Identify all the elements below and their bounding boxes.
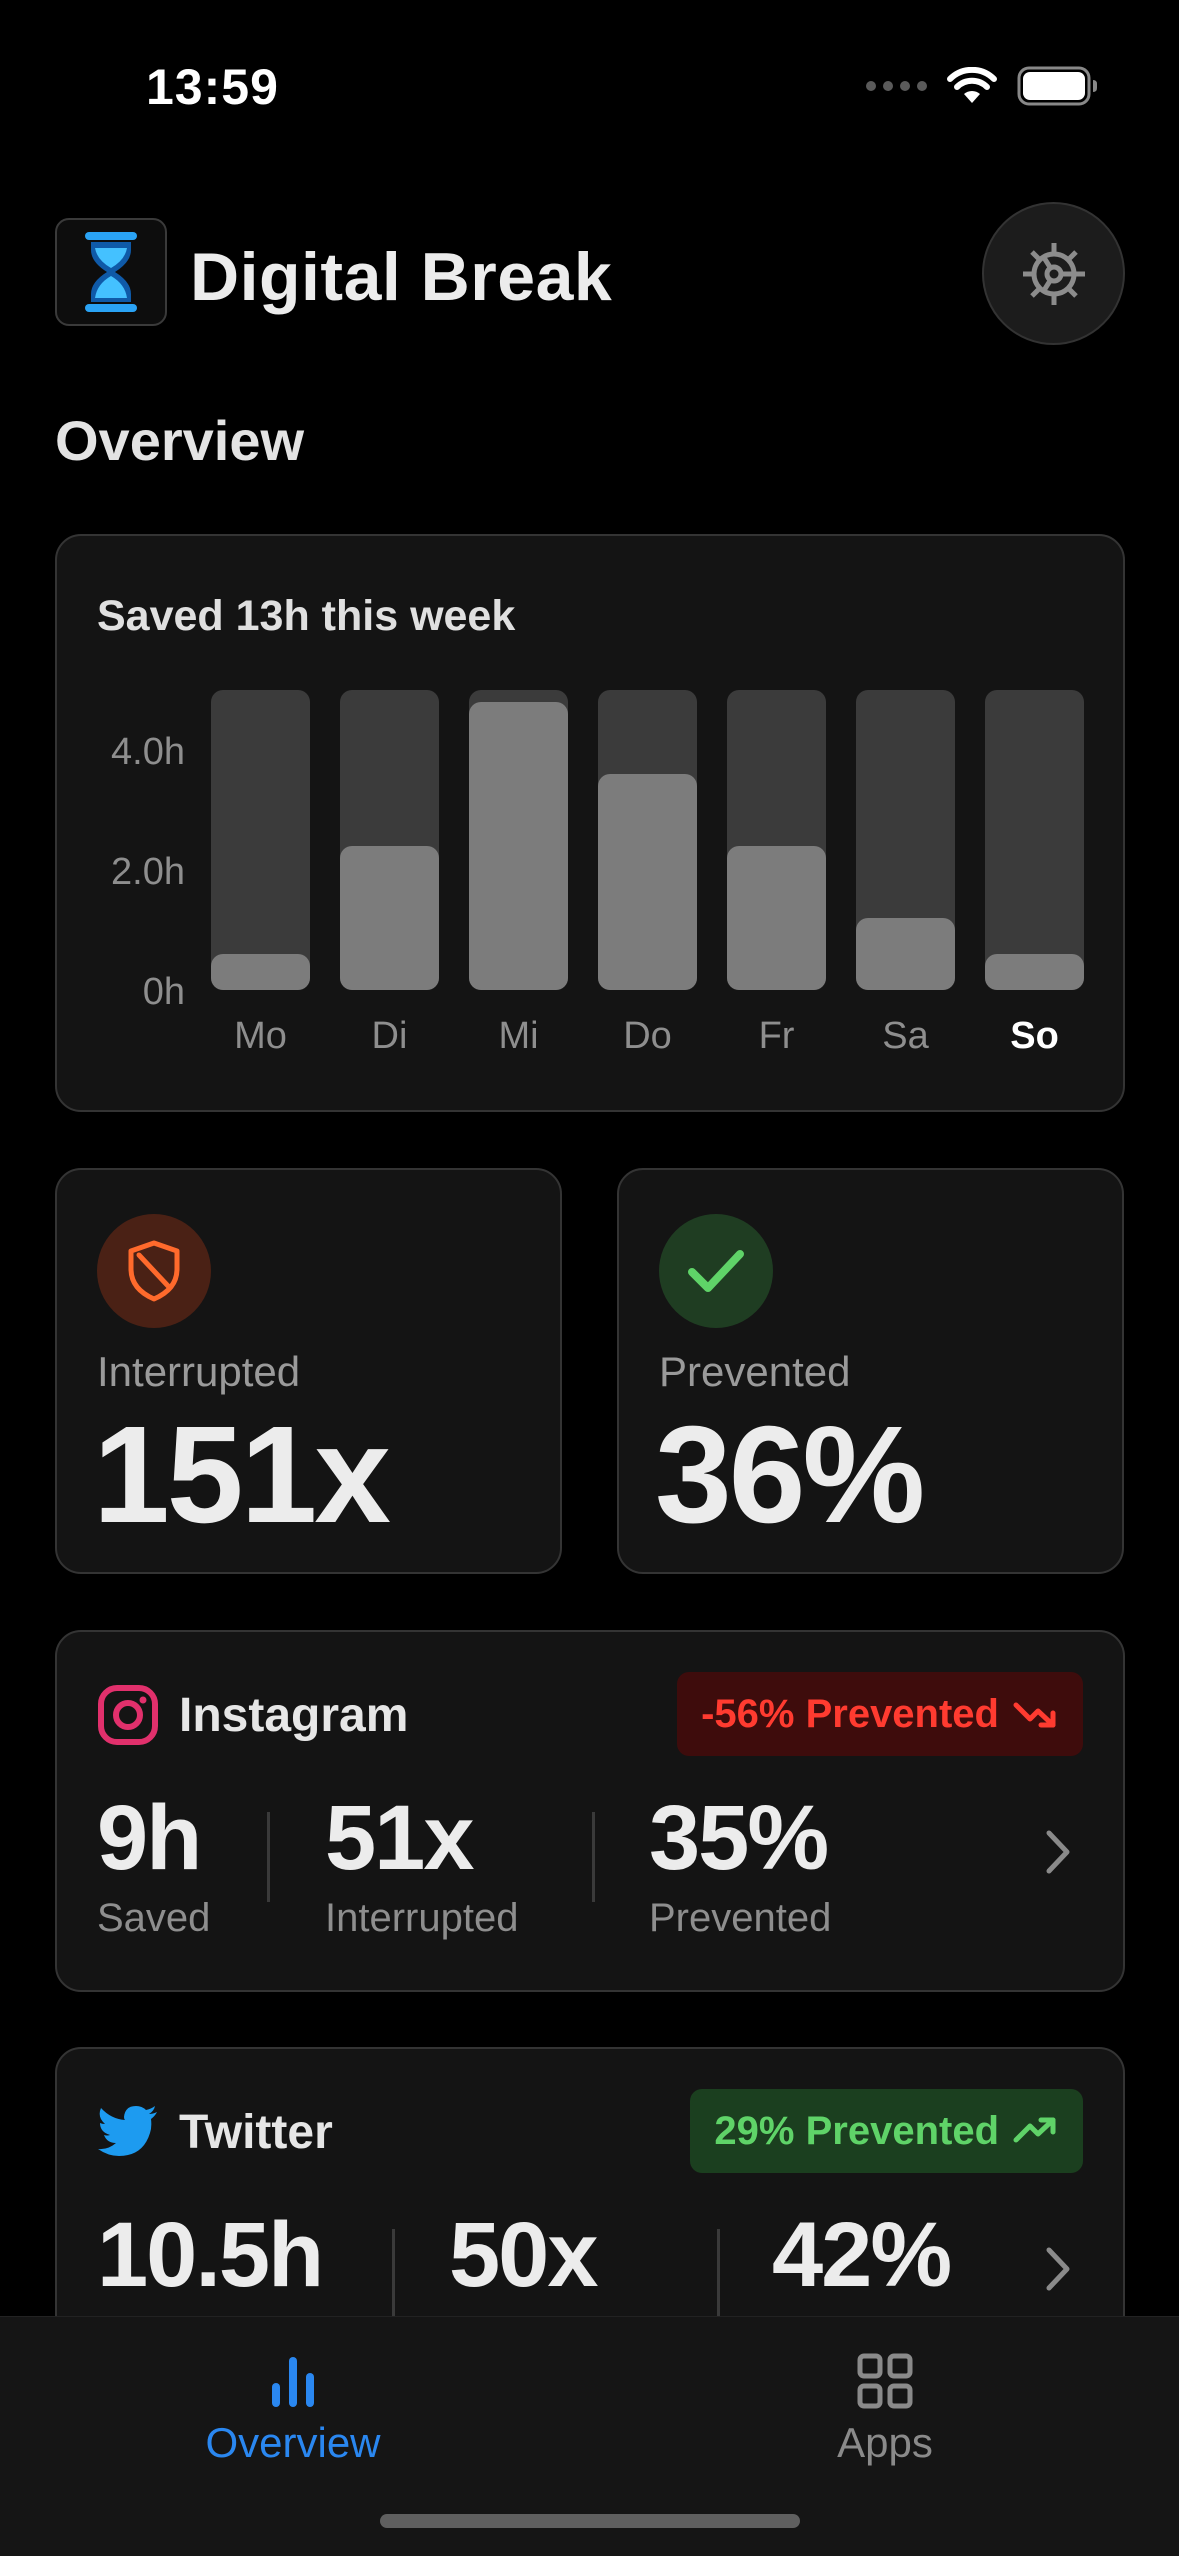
badge-text: -56% Prevented: [701, 1691, 999, 1736]
bar-track: [856, 690, 955, 990]
tab-label: Overview: [205, 2419, 381, 2466]
bar: [598, 774, 697, 990]
prevented-change-badge: -56% Prevented: [677, 1672, 1083, 1756]
metric-divider: [592, 1812, 595, 1902]
bar: [340, 846, 439, 990]
metric-value: 51x: [325, 1787, 475, 1889]
metric-prevented: 35% Prevented: [649, 1792, 831, 1941]
bar-track: [985, 690, 1084, 990]
hourglass-icon: [85, 232, 137, 312]
app-logo: [55, 218, 167, 326]
bar: [985, 954, 1084, 990]
metric-label: Prevented: [649, 1896, 832, 1940]
bar-track: [211, 690, 310, 990]
prevented-icon-badge: [659, 1214, 773, 1328]
y-tick-label: 2.0h: [111, 851, 185, 893]
metric-value: 9h: [97, 1787, 202, 1889]
y-tick-label: 4.0h: [111, 731, 185, 773]
metric-divider: [392, 2229, 395, 2319]
overview-title: Overview: [55, 409, 305, 472]
metric-divider: [267, 1812, 270, 1902]
status-time: 13:59: [146, 59, 279, 115]
weekly-chart-card: Saved 13h this week 0h 2.0h 4.0h Mo Di Mi Do Fr…: [55, 534, 1125, 1112]
metric-divider: [717, 2229, 720, 2319]
badge-text: 29% Prevented: [714, 2108, 999, 2153]
x-tick-label: Di: [372, 1015, 408, 1057]
app-title: Digital Break: [190, 239, 613, 315]
prevented-change-badge: 29% Prevented: [690, 2089, 1083, 2173]
interrupted-card: Interrupted 151x: [55, 1168, 562, 1574]
shield-off-icon: [128, 1240, 180, 1302]
chevron-right-icon: [1046, 1830, 1070, 1874]
x-tick-label: Fr: [759, 1015, 795, 1057]
y-tick-label: 0h: [143, 971, 185, 1013]
metric-value: 10.5h: [97, 2204, 324, 2306]
interrupted-label: Interrupted: [97, 1348, 301, 1395]
cellular-signal-icon: [866, 81, 927, 91]
tab-label: Apps: [837, 2419, 933, 2466]
app-name: Twitter: [179, 2106, 333, 2159]
home-indicator: [380, 2514, 800, 2528]
prevented-label: Prevented: [659, 1348, 851, 1395]
wifi-icon: [947, 67, 997, 103]
tab-apps[interactable]: Apps: [735, 2353, 1035, 2467]
metric-saved: 10.5h: [97, 2204, 324, 2306]
battery-icon: [1017, 66, 1097, 106]
status-indicators: [866, 66, 1099, 106]
app-name: Instagram: [179, 1689, 409, 1742]
metric-value: 50x: [449, 2204, 598, 2306]
metric-interrupted: 51x Interrupted: [325, 1792, 518, 1941]
bar-chart-icon: [272, 2357, 314, 2407]
bar: [727, 846, 826, 990]
prevented-value: 36%: [655, 1398, 925, 1552]
metric-label: Saved: [97, 1896, 211, 1940]
x-tick-label: Mo: [234, 1015, 287, 1057]
bar: [469, 702, 568, 990]
trend-up-icon: [1013, 2117, 1056, 2143]
metric-value: 42%: [772, 2204, 952, 2306]
checkmark-icon: [688, 1250, 744, 1292]
x-tick-label: So: [1010, 1015, 1059, 1057]
grid-icon: [857, 2353, 913, 2409]
interrupted-value: 151x: [93, 1398, 391, 1552]
chevron-right-icon: [1046, 2247, 1070, 2291]
x-tick-label: Do: [623, 1015, 672, 1057]
metric-interrupted: 50x: [449, 2204, 598, 2306]
settings-button[interactable]: [982, 202, 1125, 345]
interrupted-icon-badge: [97, 1214, 211, 1328]
metric-prevented: 42%: [772, 2204, 952, 2306]
trend-down-icon: [1013, 1702, 1056, 1728]
tab-overview[interactable]: Overview: [143, 2353, 443, 2467]
chart-title: Saved 13h this week: [97, 592, 516, 640]
twitter-bird-icon: [97, 2101, 159, 2163]
bar: [211, 954, 310, 990]
app-card-instagram[interactable]: Instagram -56% Prevented 9h Saved 51x In…: [55, 1630, 1125, 1992]
gear-icon: [1022, 242, 1085, 305]
x-tick-label: Sa: [882, 1015, 929, 1057]
x-tick-label: Mi: [498, 1015, 538, 1057]
metric-value: 35%: [649, 1787, 829, 1889]
prevented-card: Prevented 36%: [617, 1168, 1124, 1574]
metric-saved: 9h Saved: [97, 1792, 210, 1941]
weekly-bar-chart: 0h 2.0h 4.0h Mo Di Mi Do Fr Sa So: [111, 690, 1084, 1057]
instagram-icon: [97, 1684, 159, 1746]
bar: [856, 918, 955, 990]
metric-label: Interrupted: [325, 1896, 519, 1940]
